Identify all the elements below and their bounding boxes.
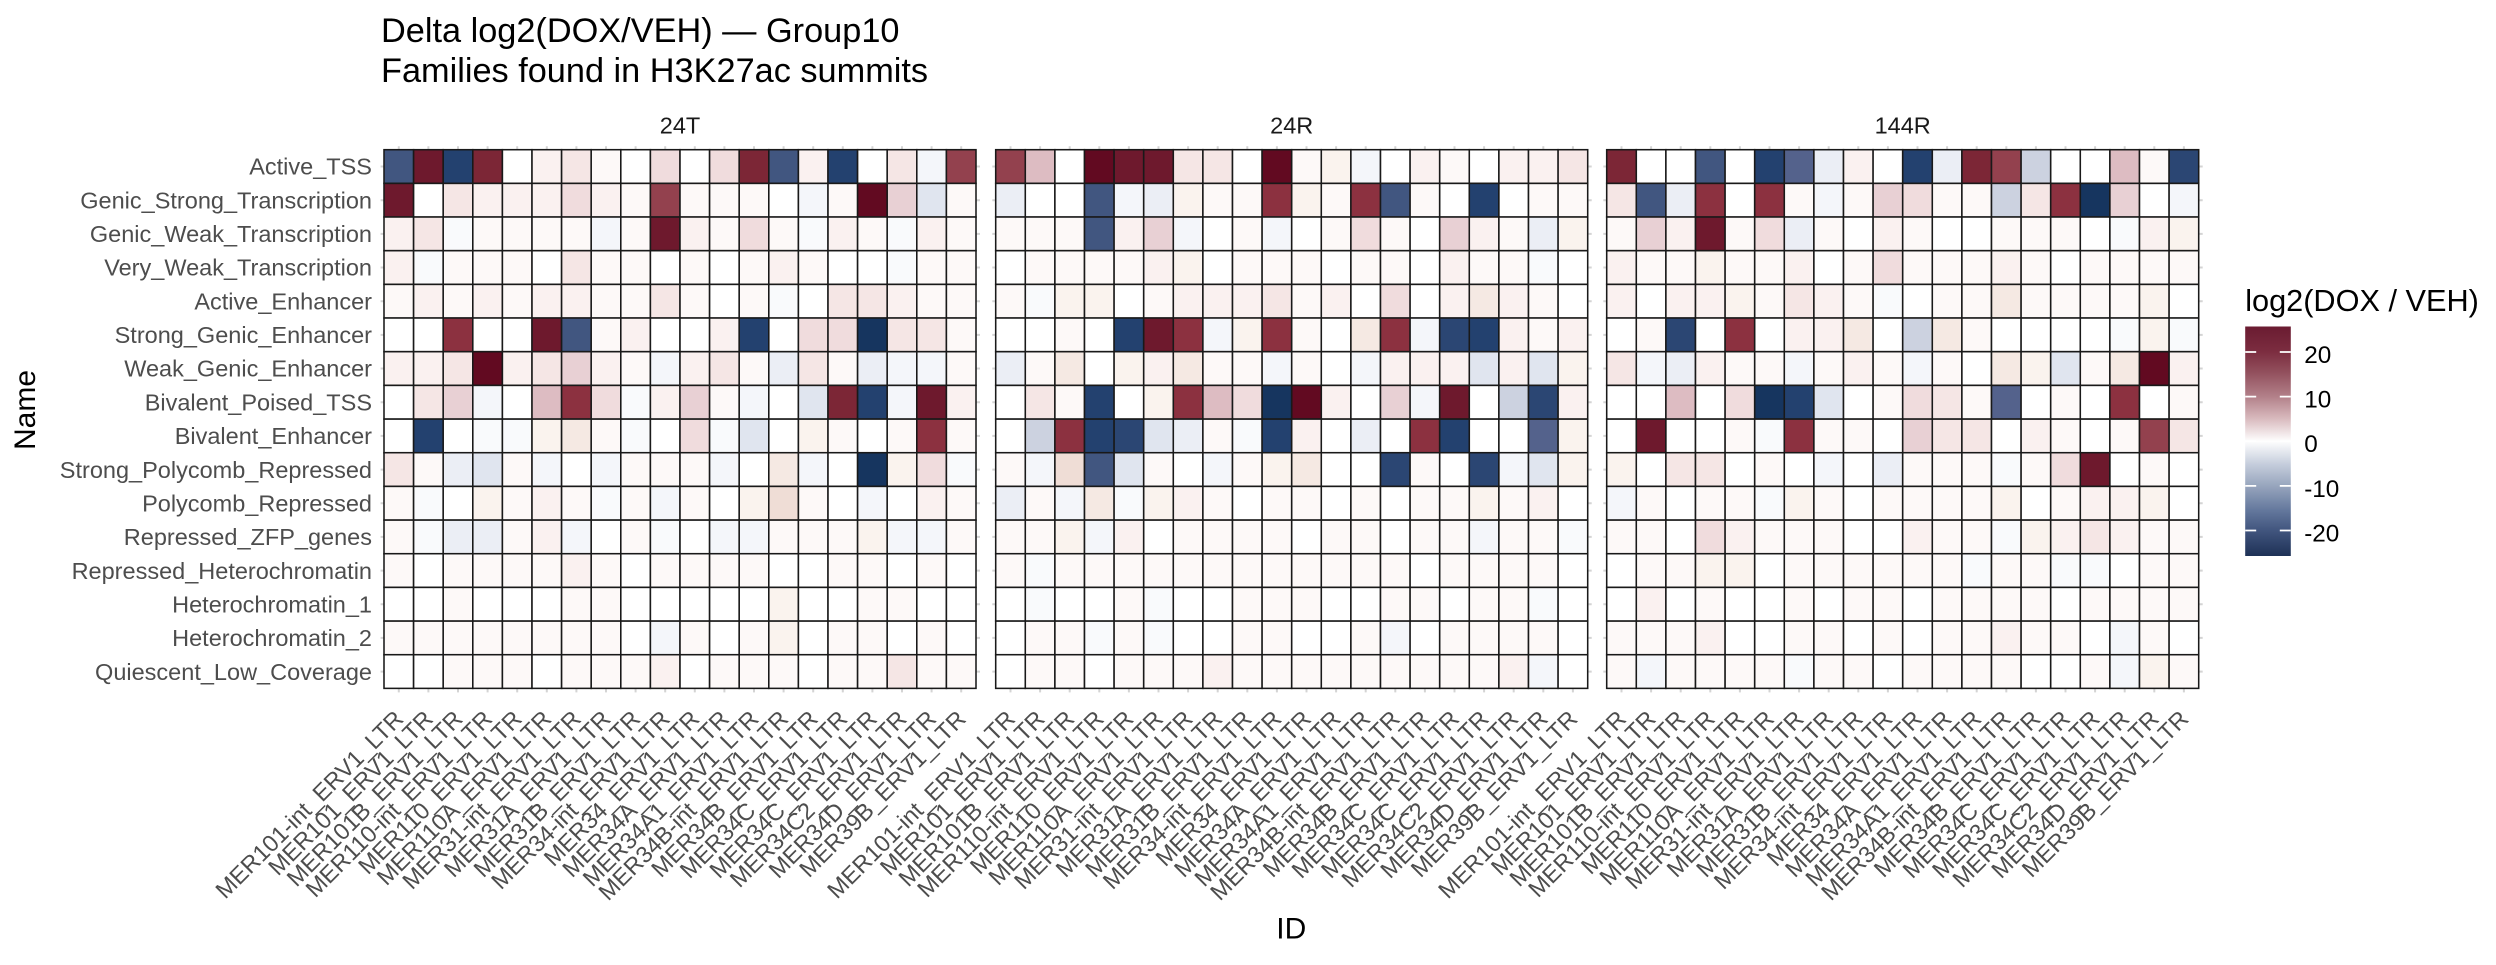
svg-text:Bivalent_Enhancer: Bivalent_Enhancer xyxy=(175,423,372,449)
svg-text:Polycomb_Repressed: Polycomb_Repressed xyxy=(142,490,372,516)
svg-text:20: 20 xyxy=(2304,342,2331,369)
svg-text:Heterochromatin_1: Heterochromatin_1 xyxy=(172,591,372,617)
svg-text:Active_Enhancer: Active_Enhancer xyxy=(194,288,372,314)
svg-text:24T: 24T xyxy=(660,113,701,139)
svg-text:Delta log2(DOX/VEH) — Group10: Delta log2(DOX/VEH) — Group10 xyxy=(381,12,899,50)
svg-text:-10: -10 xyxy=(2304,476,2339,503)
svg-text:144R: 144R xyxy=(1875,113,1931,139)
svg-text:Repressed_ZFP_genes: Repressed_ZFP_genes xyxy=(124,524,372,550)
svg-text:0: 0 xyxy=(2304,431,2318,458)
svg-text:Genic_Weak_Transcription: Genic_Weak_Transcription xyxy=(90,221,372,247)
svg-text:-20: -20 xyxy=(2304,521,2339,548)
svg-text:10: 10 xyxy=(2304,387,2331,414)
svg-text:Very_Weak_Transcription: Very_Weak_Transcription xyxy=(104,255,372,281)
svg-text:Families found in H3K27ac summ: Families found in H3K27ac summits xyxy=(381,52,928,90)
svg-text:Bivalent_Poised_TSS: Bivalent_Poised_TSS xyxy=(145,389,372,415)
svg-text:ID: ID xyxy=(1276,913,1306,946)
svg-text:Genic_Strong_Transcription: Genic_Strong_Transcription xyxy=(80,187,372,213)
svg-text:Heterochromatin_2: Heterochromatin_2 xyxy=(172,625,372,651)
svg-text:Weak_Genic_Enhancer: Weak_Genic_Enhancer xyxy=(124,356,372,382)
svg-text:log2(DOX / VEH): log2(DOX / VEH) xyxy=(2245,283,2479,318)
svg-text:Name: Name xyxy=(9,370,42,450)
svg-text:Strong_Genic_Enhancer: Strong_Genic_Enhancer xyxy=(115,322,373,348)
svg-text:Strong_Polycomb_Repressed: Strong_Polycomb_Repressed xyxy=(60,457,372,483)
svg-text:Repressed_Heterochromatin: Repressed_Heterochromatin xyxy=(72,558,372,584)
svg-text:Quiescent_Low_Coverage: Quiescent_Low_Coverage xyxy=(95,659,372,685)
svg-text:Active_TSS: Active_TSS xyxy=(249,154,372,180)
svg-text:24R: 24R xyxy=(1270,113,1313,139)
